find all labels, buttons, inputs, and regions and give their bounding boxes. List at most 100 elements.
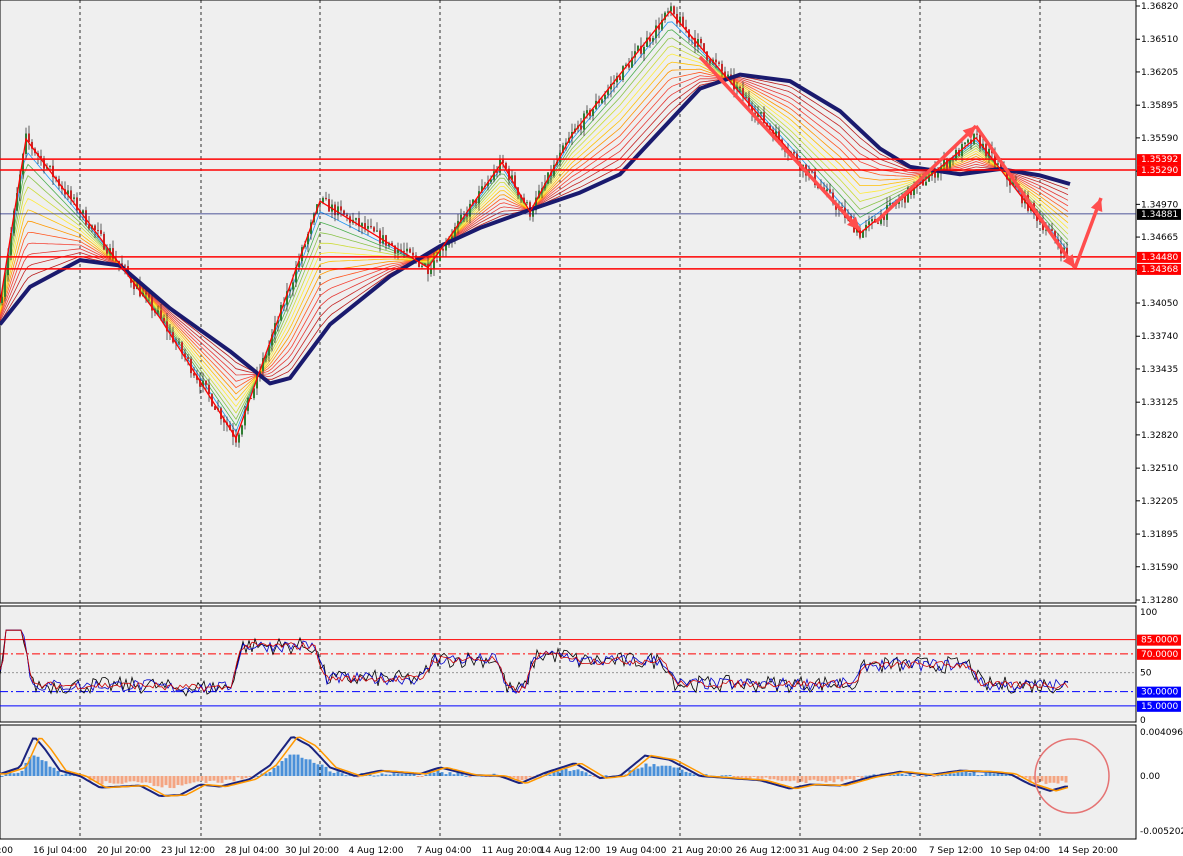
candle-body xyxy=(181,342,183,354)
histogram-bar xyxy=(92,776,96,780)
candle-body xyxy=(277,320,279,324)
histogram-bar xyxy=(1028,776,1032,783)
candle-body xyxy=(997,163,999,165)
level-label: 1.35290 xyxy=(1141,166,1178,176)
histogram-bar xyxy=(572,770,576,776)
oscillator-panel[interactable] xyxy=(0,605,1137,723)
candle-body xyxy=(394,245,396,254)
histogram-bar xyxy=(148,776,152,783)
y-tick-label: 1.32510 xyxy=(1141,464,1178,474)
candle-body xyxy=(472,199,474,204)
candle-body xyxy=(679,16,681,24)
histogram-bar xyxy=(200,776,204,781)
candle-body xyxy=(106,249,108,254)
histogram-bar xyxy=(348,774,352,776)
histogram-bar xyxy=(20,770,24,776)
osc-level-label: 85.0000 xyxy=(1141,636,1178,646)
candle-body xyxy=(367,225,369,229)
candle-body xyxy=(694,37,696,47)
histogram-bar xyxy=(156,776,160,787)
candle-body xyxy=(907,187,909,203)
candle-body xyxy=(241,425,243,435)
histogram-bar xyxy=(372,775,376,777)
histogram-bar xyxy=(236,776,240,778)
candle-body xyxy=(298,261,300,268)
candle-body xyxy=(70,190,72,199)
histogram-bar xyxy=(764,776,768,778)
candle-body xyxy=(10,233,12,255)
candle-body xyxy=(178,342,180,344)
histogram-bar xyxy=(1052,776,1056,783)
candle-body xyxy=(28,133,30,142)
histogram-bar xyxy=(744,776,748,780)
candle-body xyxy=(649,37,651,42)
candle-body xyxy=(373,227,375,232)
candle-body xyxy=(187,357,189,359)
histogram-bar xyxy=(948,772,952,776)
candle-body xyxy=(640,45,642,54)
candle-body xyxy=(133,282,135,290)
candle-body xyxy=(292,282,294,290)
histogram-bar xyxy=(924,775,928,777)
histogram-bar xyxy=(1016,776,1020,778)
histogram-bar xyxy=(860,776,864,780)
candle-body xyxy=(49,165,51,167)
candle-body xyxy=(73,197,75,199)
candle-body xyxy=(841,206,843,208)
x-tick-label: 20 Jul 20:00 xyxy=(97,846,151,856)
candle-body xyxy=(1054,230,1056,240)
candle-body xyxy=(1045,229,1047,231)
candle-body xyxy=(625,64,627,67)
candle-body xyxy=(112,248,114,259)
histogram-bar xyxy=(564,768,568,776)
histogram-bar xyxy=(36,756,40,776)
histogram-bar xyxy=(264,773,268,776)
candle-body xyxy=(505,163,507,169)
histogram-bar xyxy=(280,761,284,776)
candle-body xyxy=(682,16,684,27)
histogram-bar xyxy=(692,774,696,776)
osc-level-tag xyxy=(1137,634,1181,646)
histogram-bar xyxy=(664,765,668,776)
histogram-bar xyxy=(976,775,980,777)
histogram-bar xyxy=(760,776,764,779)
candle-body xyxy=(778,131,780,140)
candle-body xyxy=(283,304,285,306)
histogram-bar xyxy=(920,776,924,777)
trend-arrow xyxy=(698,55,862,232)
histogram-bar xyxy=(740,776,744,778)
candle-body xyxy=(412,252,414,256)
histogram-bar xyxy=(840,776,844,782)
price-panel[interactable] xyxy=(0,0,1137,604)
histogram-bar xyxy=(32,755,36,776)
candle-body xyxy=(613,82,615,85)
candle-body xyxy=(931,168,933,176)
histogram-bar xyxy=(732,776,736,777)
histogram-bar xyxy=(336,771,340,776)
histogram-bar xyxy=(576,769,580,776)
histogram-bar xyxy=(108,776,112,783)
histogram-bar xyxy=(524,776,528,780)
candle-body xyxy=(94,225,96,230)
histogram-bar xyxy=(676,767,680,776)
osc-tick-label: 50 xyxy=(1140,669,1152,679)
level-tag xyxy=(1137,208,1181,220)
candle-body xyxy=(811,171,813,173)
candle-body xyxy=(436,260,438,262)
histogram-bar xyxy=(320,764,324,776)
candle-body xyxy=(757,113,759,117)
histogram-bar xyxy=(1024,776,1028,778)
histogram-bar xyxy=(468,776,472,778)
candle-body xyxy=(964,142,966,145)
x-tick-label: 31 Aug 04:00 xyxy=(798,846,859,856)
x-tick-label: 30 Jul 20:00 xyxy=(285,846,339,856)
histogram-bar xyxy=(900,773,904,776)
candle-body xyxy=(19,174,21,194)
y-tick-label: 1.36510 xyxy=(1141,35,1178,45)
candle-body xyxy=(646,37,648,47)
candle-body xyxy=(148,294,150,298)
candle-body xyxy=(319,202,321,205)
candle-body xyxy=(673,6,675,14)
candle-body xyxy=(619,76,621,81)
histogram-bar xyxy=(1056,776,1060,784)
